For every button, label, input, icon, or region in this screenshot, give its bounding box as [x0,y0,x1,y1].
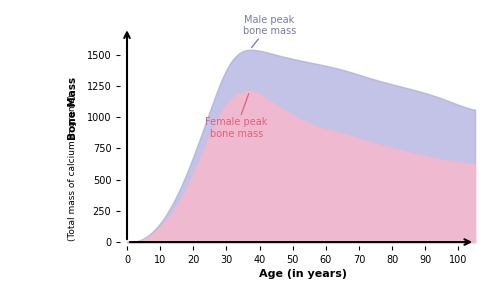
Text: (Total mass of calcium in grams): (Total mass of calcium in grams) [68,95,78,242]
Text: Female peak
bone mass: Female peak bone mass [205,94,268,139]
Text: Bone Mass: Bone Mass [68,76,78,140]
Text: Male peak
bone mass: Male peak bone mass [243,14,296,48]
X-axis label: Age (in years): Age (in years) [258,269,346,279]
